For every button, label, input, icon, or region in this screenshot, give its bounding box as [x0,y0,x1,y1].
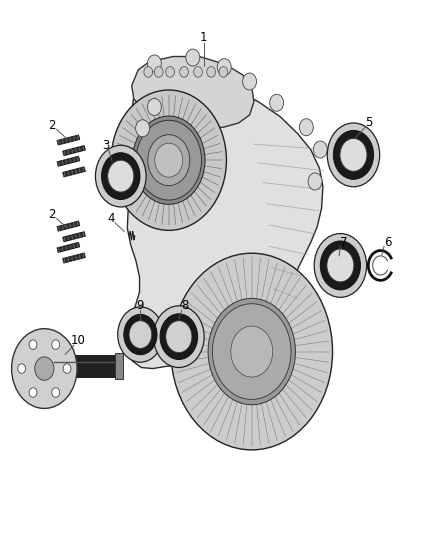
Circle shape [171,253,332,450]
Circle shape [148,135,190,185]
Circle shape [124,314,157,355]
Circle shape [111,90,226,230]
Circle shape [108,160,134,192]
Circle shape [340,139,367,171]
Circle shape [217,59,231,76]
Text: 6: 6 [384,236,391,248]
Circle shape [160,314,198,360]
Circle shape [313,141,327,158]
Text: 7: 7 [340,236,348,248]
Polygon shape [125,80,323,397]
Text: 1: 1 [200,31,208,44]
Circle shape [129,321,152,349]
Text: 8: 8 [181,300,189,312]
Circle shape [327,123,380,187]
Circle shape [270,94,284,111]
Circle shape [136,120,201,200]
Circle shape [35,357,54,380]
Circle shape [18,364,25,373]
FancyBboxPatch shape [115,353,123,378]
Circle shape [133,116,205,204]
Circle shape [194,67,202,77]
Circle shape [219,67,228,77]
Circle shape [63,364,71,373]
Text: 9: 9 [137,300,144,312]
Circle shape [243,73,257,90]
Text: 3: 3 [102,139,109,152]
Circle shape [333,131,374,179]
Circle shape [186,49,200,66]
Circle shape [118,307,163,362]
Circle shape [144,67,152,77]
Circle shape [136,120,150,137]
Circle shape [148,99,161,116]
Circle shape [52,340,60,350]
Circle shape [153,306,204,368]
Text: 2: 2 [49,208,56,221]
Text: 2: 2 [49,118,56,132]
Circle shape [95,146,146,207]
Text: 5: 5 [365,117,372,130]
Circle shape [212,304,291,399]
Text: 10: 10 [71,334,86,348]
Circle shape [299,119,313,136]
FancyBboxPatch shape [54,356,120,376]
Circle shape [29,340,37,350]
Circle shape [314,233,367,297]
Circle shape [155,143,183,177]
Circle shape [148,55,161,72]
Circle shape [180,67,188,77]
Circle shape [207,67,215,77]
Circle shape [12,329,77,408]
Circle shape [166,67,174,77]
Circle shape [166,321,192,353]
Circle shape [29,387,37,397]
Circle shape [208,298,295,405]
Polygon shape [132,56,254,128]
Circle shape [308,173,322,190]
Circle shape [52,387,60,397]
Circle shape [102,153,140,199]
Text: 4: 4 [107,212,114,225]
Circle shape [327,249,354,282]
Circle shape [154,67,163,77]
Circle shape [320,241,360,290]
Circle shape [231,326,273,377]
